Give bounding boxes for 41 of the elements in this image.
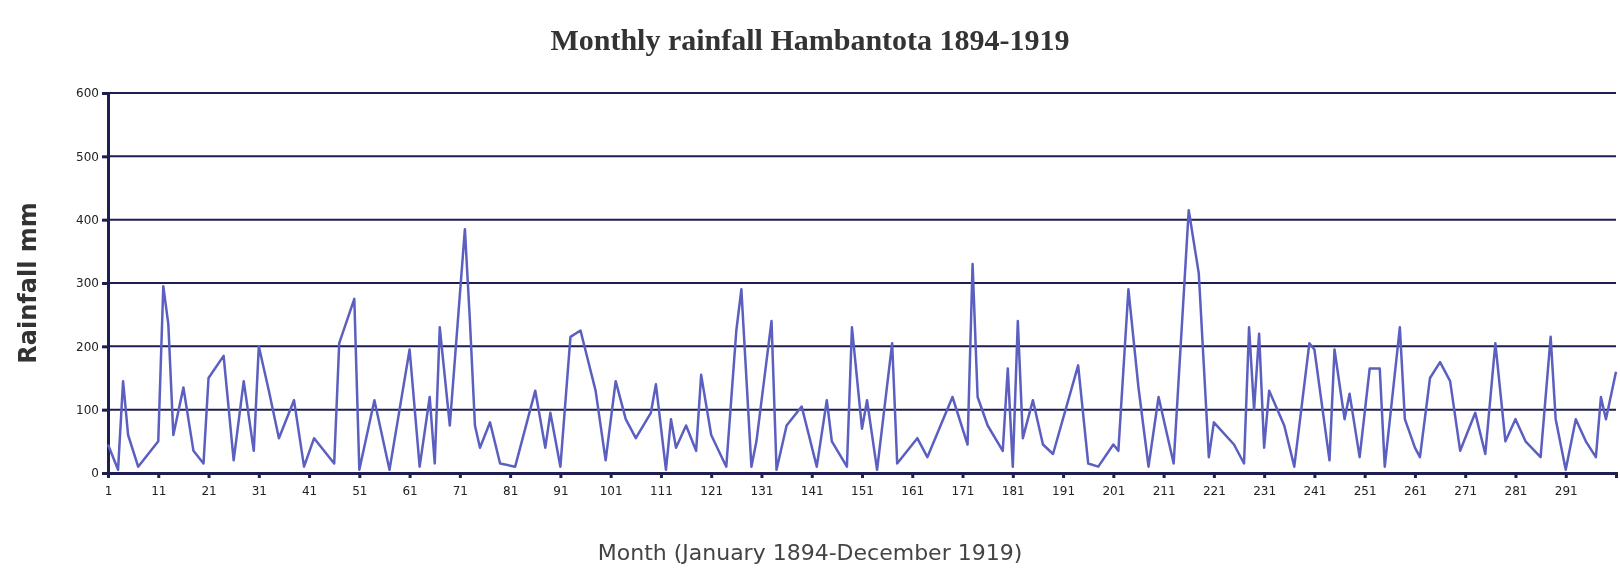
y-tick-label: 200 xyxy=(76,339,99,354)
x-axis-title: Month (January 1894-December 1919) xyxy=(597,540,1023,565)
x-tick-label: 161 xyxy=(901,484,925,499)
y-tick-label: 400 xyxy=(76,213,99,228)
y-tick-label: 100 xyxy=(76,403,99,418)
x-tick-label: 291 xyxy=(1554,484,1578,499)
x-tick-label: 251 xyxy=(1353,484,1377,499)
x-tick-label: 101 xyxy=(599,484,623,499)
y-tick-label: 500 xyxy=(76,149,99,164)
x-tick-label: 231 xyxy=(1253,484,1277,499)
x-tick-label: 171 xyxy=(951,484,975,499)
x-tick-label: 201 xyxy=(1102,484,1126,499)
x-tick-label: 91 xyxy=(553,484,569,499)
y-tick-label: 600 xyxy=(76,86,99,101)
x-tick-label: 271 xyxy=(1454,484,1478,499)
x-tick-label: 31 xyxy=(251,484,267,499)
x-tick-label: 281 xyxy=(1504,484,1528,499)
x-tick-label: 131 xyxy=(750,484,774,499)
x-tick-label: 51 xyxy=(352,484,368,499)
x-tick-label: 181 xyxy=(1001,484,1025,499)
x-tick-label: 241 xyxy=(1303,484,1327,499)
line-series xyxy=(106,208,1618,472)
x-tick-label: 121 xyxy=(700,484,724,499)
x-tick-label: 111 xyxy=(649,484,673,499)
y-axis-title: Rainfall mm xyxy=(14,202,42,364)
x-tick-label: 221 xyxy=(1202,484,1226,499)
x-tick-label: 151 xyxy=(851,484,874,499)
x-tick-label: 61 xyxy=(402,484,418,499)
x-tick-label: 1 xyxy=(104,484,113,499)
y-tick-label: 0 xyxy=(91,466,99,481)
x-tick-label: 41 xyxy=(301,484,318,499)
x-tick-label: 191 xyxy=(1052,484,1076,499)
x-tick-label: 71 xyxy=(452,484,469,499)
x-tick-label: 141 xyxy=(800,484,824,499)
x-tick-label: 81 xyxy=(502,484,519,499)
chart-title: Monthly rainfall Hambantota 1894-1919 xyxy=(550,23,1070,56)
x-tick-label: 261 xyxy=(1403,484,1427,499)
y-tick-label: 300 xyxy=(76,276,99,291)
x-tick-label: 11 xyxy=(151,484,167,499)
x-tick-label: 21 xyxy=(201,484,217,499)
x-tick-label: 211 xyxy=(1152,484,1176,499)
